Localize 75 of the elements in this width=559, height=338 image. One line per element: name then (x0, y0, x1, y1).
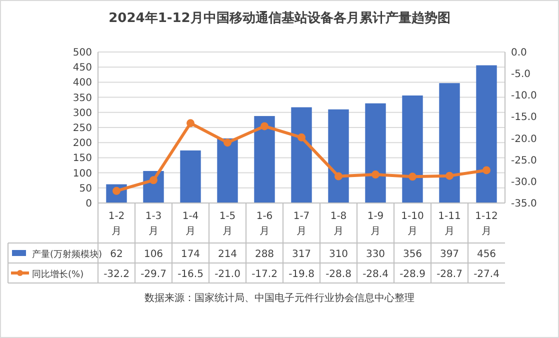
x-tick-label: 1-6月 (256, 211, 273, 237)
y2-tick-label: -15.0 (511, 112, 537, 124)
y-tick-label: 150 (72, 153, 92, 164)
y2-tick-label: -5.0 (511, 69, 531, 80)
chart-title: 2024年1-12月中国移动通信基站设备各月累计产量趋势图 (108, 10, 450, 26)
y-tick-label: 500 (72, 48, 92, 58)
y-tick-label: 400 (72, 78, 92, 89)
point (408, 172, 416, 181)
data-label: -28.9 (400, 269, 426, 280)
x-tick-label: 1-8月 (330, 211, 347, 237)
data-label: -19.8 (288, 269, 314, 280)
data-label: -16.5 (178, 269, 204, 280)
point (482, 166, 490, 174)
y2-tick-label: -35.0 (511, 198, 537, 210)
y-tick-label: 450 (72, 62, 92, 74)
y-tick-label: 300 (72, 108, 92, 119)
data-label: 174 (180, 249, 200, 260)
data-label: 288 (254, 249, 274, 260)
y-tick-label: 200 (72, 138, 92, 150)
data-label: 456 (476, 249, 496, 260)
bar (402, 95, 423, 203)
point (260, 122, 268, 130)
point (186, 119, 194, 128)
data-label: -32.2 (104, 269, 130, 280)
data-label: 62 (110, 249, 123, 260)
point (150, 176, 158, 184)
data-label: -21.0 (214, 269, 240, 280)
x-tick-label: 1-9月 (367, 211, 384, 237)
x-tick-label: 1-5月 (219, 211, 236, 237)
data-label: -17.2 (252, 269, 278, 280)
bar (180, 150, 201, 203)
bar (439, 83, 460, 203)
data-label: 356 (402, 249, 422, 260)
y2-tick-label: -25.0 (511, 155, 537, 166)
x-tick-label: 1-2月 (108, 211, 125, 237)
point (224, 138, 232, 147)
data-label: 214 (218, 249, 238, 260)
y-tick-label: 100 (72, 168, 92, 180)
y-tick-label: 50 (79, 183, 92, 194)
legend-label: 同比增长(%) (32, 269, 84, 280)
y2-tick-label: 0.0 (511, 48, 527, 58)
x-tick-label: 1-11月 (438, 211, 461, 237)
x-tick-label: 1-10月 (401, 211, 424, 237)
data-label: 106 (144, 249, 164, 260)
data-label: -28.4 (362, 269, 388, 280)
x-tick-label: 1-12月 (475, 211, 498, 237)
data-label: -28.8 (326, 269, 352, 280)
source-note: 数据来源：国家统计局、中国电子元件行业协会信息中心整理 (144, 292, 414, 304)
point (334, 172, 342, 180)
data-label: -29.7 (140, 269, 166, 280)
x-tick-label: 1-7月 (293, 211, 310, 237)
y2-tick-label: -30.0 (511, 176, 537, 188)
data-label: 397 (440, 249, 460, 260)
data-label: 310 (328, 249, 348, 260)
y2-tick-label: -20.0 (511, 134, 537, 145)
y-tick-label: 350 (72, 92, 92, 104)
bar (217, 138, 238, 203)
y2-tick-label: -10.0 (511, 90, 537, 102)
data-label: 330 (366, 249, 386, 260)
data-label: -27.4 (474, 269, 500, 280)
x-tick-label: 1-4月 (182, 211, 199, 237)
data-label: -28.7 (436, 269, 462, 280)
bar (328, 109, 349, 203)
bar (254, 116, 275, 203)
bar (365, 103, 386, 203)
point (446, 172, 454, 180)
bar (291, 107, 312, 203)
point (372, 170, 380, 179)
point (298, 133, 306, 142)
legend-label: 产量(万射频模块) (32, 249, 102, 260)
y-tick-label: 0 (86, 198, 92, 210)
bar (476, 65, 497, 203)
x-tick-label: 1-3月 (145, 211, 162, 237)
data-label: 317 (292, 249, 312, 260)
y-tick-label: 250 (72, 123, 92, 134)
